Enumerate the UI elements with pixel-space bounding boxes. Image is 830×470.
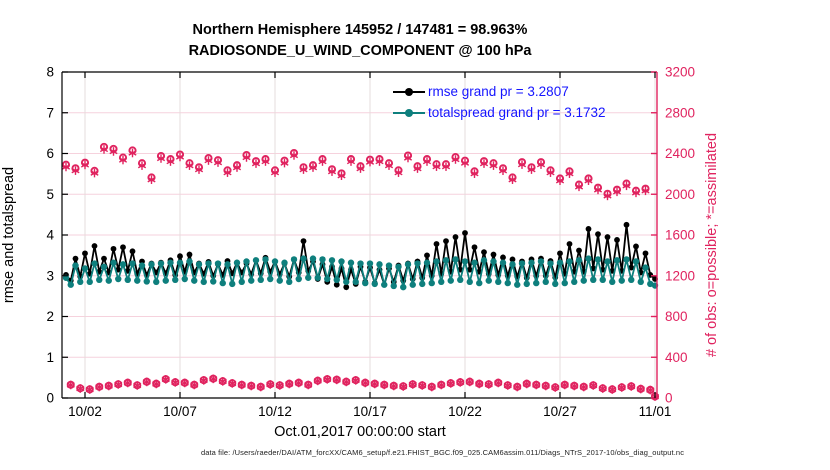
- tick-marks: [62, 71, 657, 399]
- svg-text:3: 3: [46, 268, 54, 283]
- rmse-line-marker-icon: [393, 87, 425, 97]
- svg-text:10/17: 10/17: [353, 404, 387, 419]
- svg-text:2000: 2000: [665, 187, 695, 202]
- svg-text:0: 0: [46, 391, 54, 406]
- svg-text:800: 800: [665, 309, 688, 324]
- totalspread-line-marker-icon: [393, 108, 425, 118]
- svg-text:10/02: 10/02: [68, 404, 102, 419]
- svg-text:5: 5: [46, 187, 54, 202]
- svg-text:2400: 2400: [665, 146, 695, 161]
- svg-text:11/01: 11/01: [639, 404, 672, 419]
- legend-label-rmse: rmse grand pr = 3.2807: [428, 84, 569, 99]
- svg-text:10/07: 10/07: [163, 404, 197, 419]
- svg-text:6: 6: [46, 146, 54, 161]
- data-file-path: data file: /Users/raeder/DAI/ATM_forcXX/…: [200, 448, 685, 457]
- svg-text:1: 1: [46, 350, 54, 365]
- svg-text:10/12: 10/12: [258, 404, 292, 419]
- legend: rmse grand pr = 3.2807 totalspread grand…: [393, 81, 606, 123]
- svg-text:400: 400: [665, 350, 688, 365]
- svg-text:10/22: 10/22: [448, 404, 482, 419]
- x-axis-label: Oct.01,2017 00:00:00 start: [274, 424, 446, 440]
- legend-item-rmse: rmse grand pr = 3.2807: [393, 81, 606, 102]
- chart-title: Northern Hemisphere 145952 / 147481 = 98…: [62, 20, 658, 62]
- svg-text:2800: 2800: [665, 105, 695, 120]
- chart-title-line2: RADIOSONDE_U_WIND_COMPONENT @ 100 hPa: [188, 43, 532, 59]
- svg-text:2: 2: [46, 309, 54, 324]
- chart-title-line1: Northern Hemisphere 145952 / 147481 = 98…: [192, 22, 528, 38]
- svg-text:0: 0: [665, 391, 673, 406]
- obs-assimilated-series: [61, 145, 660, 401]
- svg-text:3200: 3200: [665, 65, 695, 80]
- legend-item-totalspread: totalspread grand pr = 3.1732: [393, 102, 606, 123]
- svg-text:7: 7: [46, 105, 54, 120]
- legend-label-totalspread: totalspread grand pr = 3.1732: [428, 105, 606, 120]
- totalspread-series: [62, 255, 659, 291]
- svg-text:1600: 1600: [665, 228, 695, 243]
- y-axis-label-right: # of obs: o=possible; *=assimilated: [704, 132, 720, 358]
- svg-text:4: 4: [46, 228, 54, 243]
- svg-text:10/27: 10/27: [543, 404, 577, 419]
- rmse-series: [63, 221, 658, 291]
- svg-text:1200: 1200: [665, 268, 695, 283]
- tick-labels: 0 1 2 3 4 5 6 7 8 0 400 800 1200 1600 2000 2400 2800 3200…: [46, 65, 695, 420]
- svg-text:8: 8: [46, 65, 54, 80]
- y-axis-label-left: rmse and totalspread: [1, 166, 17, 304]
